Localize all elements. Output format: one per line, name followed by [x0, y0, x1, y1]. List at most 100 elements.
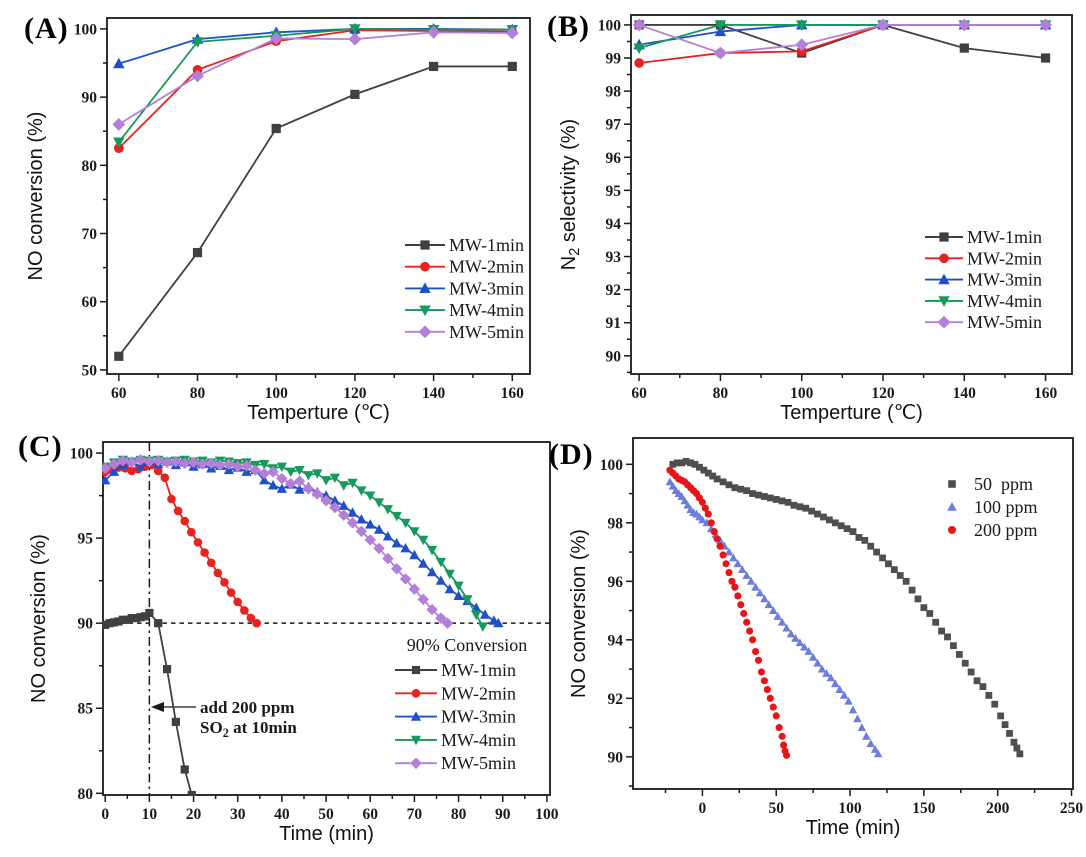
legend-item: MW-1min: [925, 227, 1042, 247]
y-axis-label: N2​ selectivity (%): [558, 119, 583, 270]
diamond-icon: [418, 325, 432, 339]
legend-label: MW-3min: [441, 707, 516, 727]
svg-text:91: 91: [606, 315, 622, 332]
legend-item: MW-4min: [395, 730, 516, 750]
svg-text:94: 94: [606, 216, 622, 233]
legend-label: MW-3min: [967, 270, 1042, 290]
svg-text:100: 100: [838, 800, 862, 817]
legend-label: MW-5min: [441, 753, 516, 773]
legend-item: MW-4min: [925, 291, 1042, 311]
legend-item: MW-2min: [395, 683, 516, 703]
svg-text:100: 100: [74, 21, 98, 38]
svg-text:80: 80: [190, 385, 206, 402]
svg-text:120: 120: [343, 385, 367, 402]
legend-item: MW-4min: [405, 300, 524, 320]
svg-text:96: 96: [606, 150, 622, 167]
svg-text:94: 94: [608, 632, 624, 649]
svg-text:100: 100: [790, 385, 814, 402]
panel-a-label: (A): [24, 12, 69, 45]
series-50-ppm: [669, 458, 1024, 758]
series-200-ppm: [666, 466, 791, 759]
x-axis-label: Time (min): [279, 823, 374, 845]
x-axis-label: Temperture (℃): [780, 402, 923, 424]
so2-note-line2: SO2​ at 10min: [200, 718, 297, 740]
legend-item: MW-5min: [405, 322, 524, 342]
circle-icon: [411, 688, 421, 698]
series-mw-4min: [113, 24, 519, 149]
svg-text:60: 60: [111, 385, 127, 402]
svg-text:98: 98: [606, 84, 622, 101]
triangle-up-icon: [419, 282, 431, 293]
svg-text:60: 60: [631, 385, 647, 402]
diamond-icon: [410, 757, 422, 769]
series-mw-1min: [114, 61, 517, 361]
legend-item: MW-5min: [395, 753, 516, 773]
square-icon: [411, 665, 421, 675]
svg-text:98: 98: [608, 515, 624, 532]
plot-frame: [106, 17, 531, 375]
svg-text:90: 90: [606, 348, 622, 365]
series-mw-1min: [102, 608, 196, 796]
svg-text:85: 85: [78, 701, 94, 718]
legend-item: MW-3min: [405, 278, 524, 298]
svg-text:0: 0: [101, 806, 109, 823]
triangle-up-icon: [410, 711, 422, 721]
legend-label: 100 ppm: [974, 497, 1038, 517]
svg-text:100: 100: [535, 806, 559, 823]
circle-icon: [939, 253, 949, 264]
triangle-down-icon: [419, 305, 431, 317]
panel-c-chart: 0 10 20 30 40 50 60 70 80 90 100 80 85 90 95 100 Time (m…: [28, 441, 559, 845]
circle-icon: [948, 526, 956, 534]
panel-d-label: (D): [549, 438, 594, 471]
svg-text:92: 92: [606, 282, 622, 299]
axis-ticks: [100, 28, 514, 381]
annotation-arrowhead: [151, 702, 164, 712]
svg-text:40: 40: [274, 806, 290, 823]
series-area: [665, 458, 1024, 759]
svg-text:10: 10: [142, 806, 158, 823]
svg-text:95: 95: [78, 531, 94, 548]
y-axis-label: NO conversion (%): [25, 112, 47, 281]
svg-text:80: 80: [78, 786, 94, 803]
svg-text:92: 92: [608, 691, 624, 708]
legend-label: MW-2min: [441, 683, 516, 703]
legend-item: MW-5min: [925, 312, 1042, 332]
panel-b-chart: 60 80 100 120 140 16090919293949596979899100T…: [558, 14, 1073, 424]
series-100-ppm: [665, 477, 883, 758]
legend-item: MW-1min: [395, 660, 516, 680]
svg-text:60: 60: [362, 806, 378, 823]
diamond-icon: [937, 315, 951, 329]
legend-label: 200 ppm: [974, 520, 1038, 540]
axis-ticks: [624, 24, 1047, 381]
y-axis-label: NO conversion (%): [28, 534, 50, 703]
legend-item: MW-1min: [405, 235, 524, 255]
svg-text:80: 80: [82, 158, 98, 175]
svg-text:90: 90: [82, 90, 98, 107]
svg-text:100: 100: [598, 17, 622, 34]
legend-label: MW-4min: [441, 730, 516, 750]
panel-a-chart: 60 80 100 120 140 1605060708090100Temperture …: [25, 17, 531, 424]
svg-text:100: 100: [600, 457, 624, 474]
series-mw-2min: [102, 460, 262, 628]
legend-item: MW-3min: [395, 707, 516, 727]
series-area: [102, 454, 504, 796]
svg-text:160: 160: [501, 385, 525, 402]
square-icon: [948, 480, 956, 488]
legend-label: 50 ppm: [974, 474, 1033, 494]
legend-item: MW-2min: [925, 248, 1042, 268]
legend: 90% Conversion MW-1min MW-2min MW-3min MW-4m…: [395, 635, 527, 773]
svg-text:20: 20: [186, 806, 202, 823]
svg-text:200: 200: [986, 800, 1010, 817]
svg-text:100: 100: [265, 385, 289, 402]
triangle-up-icon: [947, 502, 957, 511]
series-mw-5min: [112, 25, 519, 131]
legend-label: MW-2min: [967, 248, 1042, 268]
svg-text:96: 96: [608, 574, 624, 591]
svg-text:30: 30: [230, 806, 246, 823]
svg-text:0: 0: [699, 800, 707, 817]
legend-label: MW-3min: [449, 278, 524, 298]
series-area: [112, 22, 519, 361]
legend-title: 90% Conversion: [407, 635, 528, 655]
panel-c-label: (C): [18, 430, 63, 463]
